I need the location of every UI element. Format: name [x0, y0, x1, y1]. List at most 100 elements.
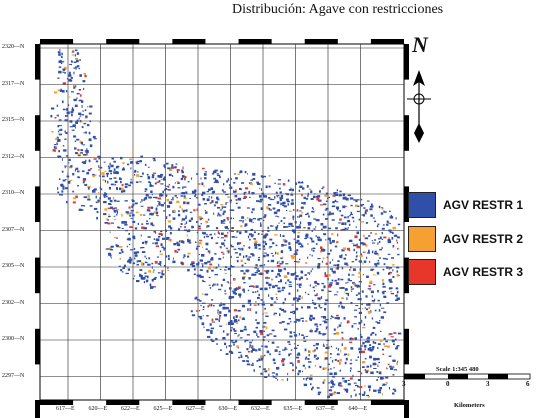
distribution-cell: [337, 348, 339, 351]
distribution-cell: [391, 236, 394, 240]
distribution-cell: [145, 279, 149, 283]
distribution-cell: [349, 370, 352, 372]
distribution-cell: [198, 310, 201, 312]
distribution-cell: [289, 281, 292, 283]
distribution-cell: [244, 170, 247, 174]
distribution-cell: [315, 243, 318, 245]
distribution-cell: [373, 357, 376, 361]
distribution-cell: [182, 192, 185, 195]
distribution-cell: [249, 341, 252, 344]
distribution-cell: [346, 297, 348, 300]
distribution-cell: [62, 71, 65, 73]
distribution-cell: [233, 173, 237, 175]
distribution-cell: [325, 225, 327, 229]
distribution-cell: [225, 353, 229, 355]
distribution-cell: [258, 243, 261, 247]
distribution-cell: [397, 360, 399, 363]
distribution-cell: [292, 215, 295, 219]
distribution-cell: [290, 202, 294, 205]
distribution-cell: [195, 241, 197, 243]
distribution-cell: [385, 376, 389, 379]
distribution-cell: [355, 359, 358, 361]
distribution-cell: [339, 385, 343, 387]
distribution-cell: [64, 72, 66, 74]
distribution-cell: [78, 99, 82, 102]
distribution-cell: [84, 184, 88, 186]
distribution-cell: [387, 240, 392, 244]
distribution-cell: [275, 226, 278, 229]
distribution-cell: [268, 294, 270, 297]
distribution-cell: [320, 223, 324, 226]
distribution-cell: [257, 270, 261, 272]
distribution-cell: [98, 175, 101, 177]
distribution-cell: [362, 361, 366, 364]
distribution-cell: [265, 277, 269, 279]
distribution-cell: [241, 216, 245, 219]
distribution-cell: [360, 221, 364, 223]
scale-bar-segment: [404, 374, 425, 379]
distribution-cell: [301, 306, 303, 309]
distribution-cell: [278, 260, 281, 263]
distribution-cell: [62, 90, 65, 93]
distribution-cell: [209, 233, 212, 236]
distribution-cell: [189, 211, 193, 213]
distribution-cell: [368, 306, 371, 309]
distribution-cell: [354, 235, 358, 239]
distribution-cell: [230, 255, 232, 258]
distribution-cell: [342, 193, 346, 197]
distribution-cell: [295, 356, 300, 359]
distribution-cell: [202, 264, 204, 268]
distribution-cell: [237, 247, 241, 249]
distribution-cell: [61, 61, 65, 63]
distribution-cell: [275, 275, 278, 278]
distribution-cell: [320, 250, 322, 253]
distribution-cell: [371, 240, 374, 242]
distribution-cell: [343, 216, 347, 219]
distribution-cell: [127, 237, 131, 241]
distribution-cell: [339, 358, 342, 362]
distribution-cell: [62, 100, 64, 104]
distribution-cell: [269, 209, 272, 211]
distribution-cell: [96, 211, 99, 214]
distribution-cell: [345, 222, 347, 226]
distribution-cell: [364, 210, 367, 213]
distribution-cell: [357, 298, 361, 301]
distribution-cell: [177, 248, 181, 251]
distribution-cell: [79, 74, 82, 77]
distribution-cell: [338, 194, 342, 197]
distribution-cell: [141, 251, 146, 253]
distribution-cell: [82, 144, 85, 146]
distribution-cell: [194, 297, 197, 300]
distribution-cell: [57, 187, 59, 190]
distribution-cell: [181, 175, 185, 178]
distribution-cell: [157, 175, 160, 178]
distribution-cell: [130, 167, 132, 170]
distribution-cell: [351, 261, 355, 263]
distribution-cell: [129, 212, 133, 214]
distribution-cell: [315, 235, 318, 237]
distribution-cell: [374, 309, 377, 312]
distribution-cell: [330, 345, 333, 348]
distribution-cell: [359, 347, 362, 351]
distribution-cell: [75, 167, 79, 170]
distribution-cell: [84, 117, 87, 119]
distribution-cell: [136, 280, 140, 283]
distribution-cell: [57, 131, 60, 133]
distribution-cell: [364, 237, 369, 240]
distribution-cell: [150, 185, 154, 187]
distribution-cell: [134, 254, 138, 257]
distribution-cell: [315, 285, 317, 287]
distribution-cell: [162, 190, 164, 194]
distribution-cell: [343, 257, 347, 260]
distribution-cell: [367, 396, 370, 398]
distribution-cell: [258, 248, 261, 250]
distribution-cell: [143, 214, 146, 216]
distribution-cell: [280, 202, 282, 206]
distribution-cell: [124, 223, 128, 226]
distribution-cell: [305, 291, 307, 294]
distribution-cell: [323, 316, 327, 319]
distribution-cell: [204, 177, 207, 180]
distribution-cell: [317, 328, 319, 330]
distribution-cell: [387, 239, 391, 242]
distribution-cell: [338, 382, 342, 385]
